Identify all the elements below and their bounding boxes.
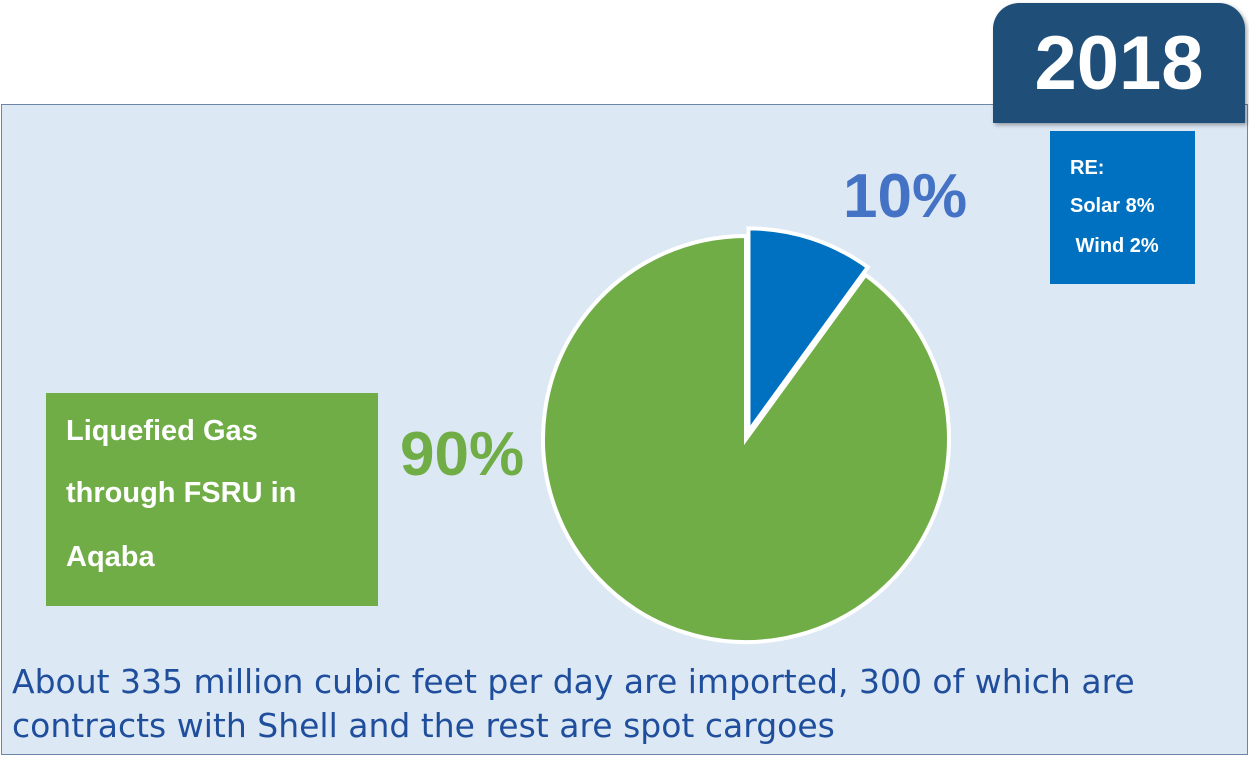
year-tab bbox=[993, 3, 1245, 123]
footer-note: About 335 million cubic feet per day are… bbox=[12, 660, 1242, 748]
slice-label-gas: 90% bbox=[400, 420, 525, 489]
gas-line-2: through FSRU in bbox=[66, 477, 297, 509]
liquefied-gas-box: Liquefied Gas through FSRU in Aqaba bbox=[46, 393, 378, 606]
pie-slices bbox=[541, 226, 951, 644]
slice-label-re: 10% bbox=[843, 162, 968, 231]
pie-slice-gas bbox=[541, 233, 951, 644]
year-label: 2018 bbox=[1034, 21, 1204, 106]
footer-line-1: About 335 million cubic feet per day are… bbox=[12, 662, 1135, 701]
re-title: RE: bbox=[1070, 157, 1105, 179]
renewable-energy-box: RE: Solar 8% Wind 2% bbox=[1050, 131, 1195, 284]
re-wind: Wind 2% bbox=[1070, 235, 1159, 257]
gas-line-1: Liquefied Gas bbox=[66, 415, 258, 447]
pie-slice-re bbox=[746, 226, 871, 438]
gas-line-3: Aqaba bbox=[66, 541, 155, 573]
footer-line-2: contracts with Shell and the rest are sp… bbox=[12, 706, 835, 745]
re-solar: Solar 8% bbox=[1070, 195, 1155, 217]
